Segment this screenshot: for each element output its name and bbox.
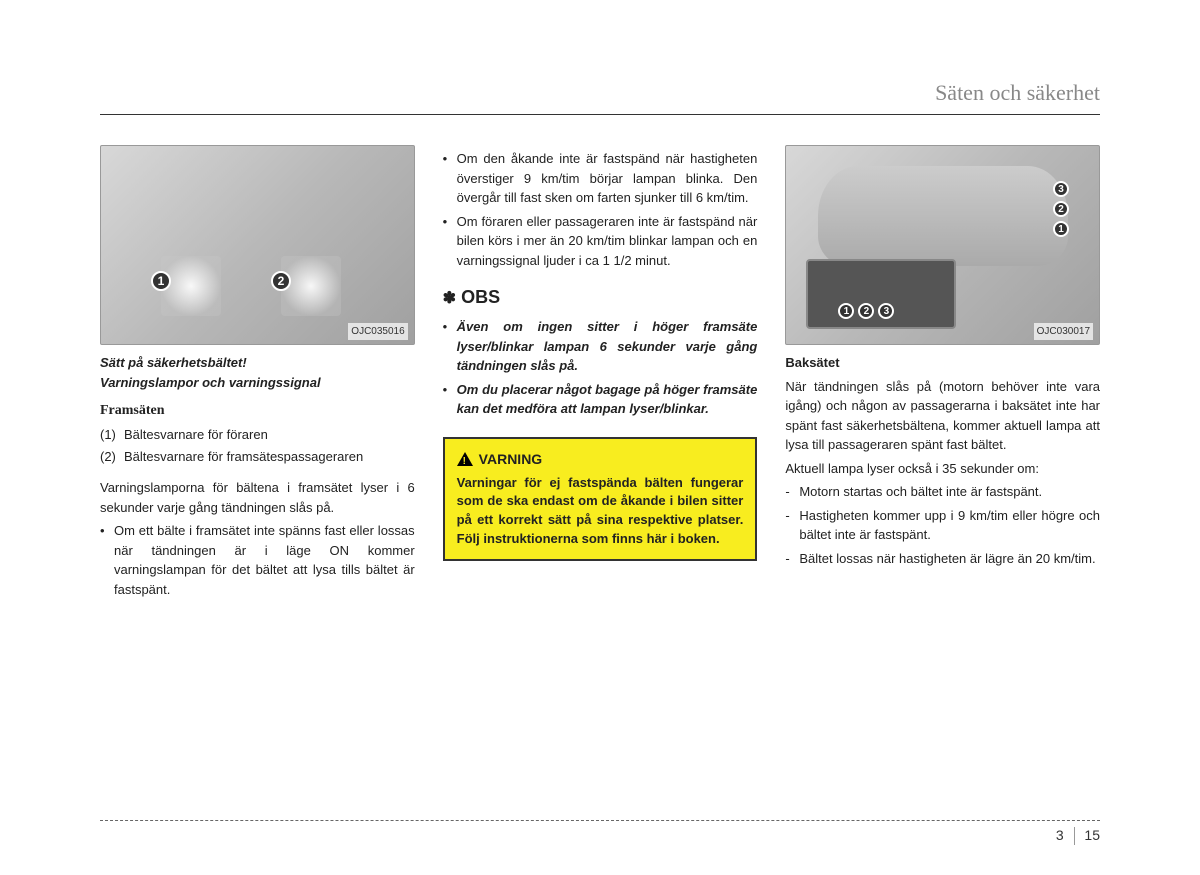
seatbelt-warning-icon: [281, 256, 341, 316]
dash-item: - Hastigheten kommer upp i 9 km/tim elle…: [785, 506, 1100, 545]
dash-panel: 1 2 3: [806, 259, 956, 329]
figure-caption: Sätt på säkerhetsbältet! Varningslampor …: [100, 353, 415, 392]
bullet-item: • Om du placerar något bagage på höger f…: [443, 380, 758, 419]
column-1: 1 2 OJC035016 Sätt på säkerhetsbältet! V…: [100, 145, 415, 599]
paragraph: När tändningen slås på (motorn behöver i…: [785, 377, 1100, 455]
separator: [1074, 827, 1075, 845]
bullet-item: • Även om ingen sitter i höger framsäte …: [443, 317, 758, 376]
seatbelt-warning-icon: [161, 256, 221, 316]
page-header: Säten och säkerhet: [100, 80, 1100, 115]
list-item: (2) Bältesvarnare för framsätespassagera…: [100, 447, 415, 467]
bullet-item: • Om föraren eller passageraren inte är …: [443, 212, 758, 271]
section-number: 3: [1056, 827, 1064, 843]
paragraph: Varningslamporna för bältena i framsätet…: [100, 478, 415, 517]
callout-2: 2: [858, 303, 874, 319]
figure-car-top: 3 2 1 1 2 3 OJC030017: [785, 145, 1100, 345]
warning-title: VARNING: [457, 449, 744, 470]
bullet-item: • Om ett bälte i framsätet inte spänns f…: [100, 521, 415, 599]
star-icon: ✽: [443, 290, 456, 307]
figure-dashboard: 1 2 OJC035016: [100, 145, 415, 345]
callout-2: 2: [1053, 201, 1069, 217]
subheading-baksatet: Baksätet: [785, 353, 1100, 373]
car-silhouette: [818, 166, 1068, 266]
callout-2: 2: [271, 271, 291, 291]
manual-page: Säten och säkerhet 1 2 OJC035016 Sätt på…: [0, 0, 1200, 875]
column-3: 3 2 1 1 2 3 OJC030017 Baksätet När tändn…: [785, 145, 1100, 599]
callout-1: 1: [1053, 221, 1069, 237]
list-item: (1) Bältesvarnare för föraren: [100, 425, 415, 445]
subheading-framsaten: Framsäten: [100, 400, 415, 421]
content-columns: 1 2 OJC035016 Sätt på säkerhetsbältet! V…: [100, 145, 1100, 599]
warning-triangle-icon: [457, 452, 473, 466]
column-2: • Om den åkande inte är fastspänd när ha…: [443, 145, 758, 599]
bullet-item: • Om den åkande inte är fastspänd när ha…: [443, 149, 758, 208]
header-title: Säten och säkerhet: [935, 80, 1100, 105]
callout-1: 1: [838, 303, 854, 319]
page-footer: 3 15: [100, 820, 1100, 845]
dash-item: - Motorn startas och bältet inte är fast…: [785, 482, 1100, 502]
obs-heading: ✽ OBS: [443, 284, 758, 311]
callout-1: 1: [151, 271, 171, 291]
paragraph: Aktuell lampa lyser också i 35 sekunder …: [785, 459, 1100, 479]
dash-item: - Bältet lossas när hastigheten är lägre…: [785, 549, 1100, 569]
callout-3: 3: [878, 303, 894, 319]
warning-text: Varningar för ej fastspända bälten funge…: [457, 474, 744, 549]
figure-code: OJC035016: [348, 323, 407, 340]
figure-code: OJC030017: [1034, 323, 1093, 340]
obs-list: • Även om ingen sitter i höger framsäte …: [443, 317, 758, 419]
page-number: 15: [1084, 827, 1100, 843]
warning-box: VARNING Varningar för ej fastspända bält…: [443, 437, 758, 561]
callout-3: 3: [1053, 181, 1069, 197]
